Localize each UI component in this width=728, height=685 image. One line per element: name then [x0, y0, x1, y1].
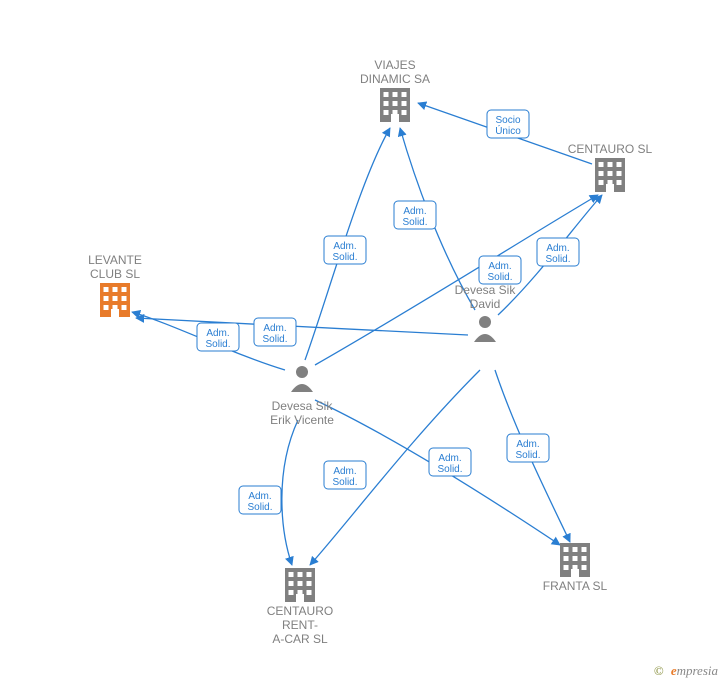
svg-text:Solid.: Solid.	[205, 339, 230, 350]
edge-label: Adm.Solid.	[324, 461, 366, 489]
svg-text:Único: Único	[495, 124, 521, 137]
edge	[315, 195, 598, 365]
node-label: Erik Vicente	[270, 413, 334, 427]
watermark: © empresia	[654, 663, 718, 679]
svg-text:Solid.: Solid.	[262, 334, 287, 345]
svg-text:Adm.: Adm.	[333, 241, 356, 252]
svg-text:Adm.: Adm.	[263, 323, 286, 334]
svg-text:Socio: Socio	[495, 115, 520, 126]
svg-text:Solid.: Solid.	[402, 217, 427, 228]
company-node-franta: FRANTA SL	[543, 543, 608, 593]
node-label: CENTAURO SL	[568, 142, 653, 156]
node-label: Devesa Sik	[455, 283, 517, 297]
svg-text:Solid.: Solid.	[332, 252, 357, 263]
person-node-erik: Devesa SikErik Vicente	[270, 366, 334, 427]
edge-label: Adm.Solid.	[324, 236, 366, 264]
company-node-levante: LEVANTECLUB SL	[88, 253, 142, 317]
svg-text:Solid.: Solid.	[545, 254, 570, 265]
svg-text:Adm.: Adm.	[516, 439, 539, 450]
company-node-centauro: CENTAURO SL	[568, 142, 653, 192]
edge	[282, 420, 298, 565]
node-label: VIAJES	[374, 58, 415, 72]
edge-label: Adm.Solid.	[479, 256, 521, 284]
node-label: LEVANTE	[88, 253, 142, 267]
node-label: RENT-	[282, 618, 318, 632]
svg-text:Adm.: Adm.	[438, 453, 461, 464]
svg-text:Adm.: Adm.	[333, 466, 356, 477]
edge-label: Adm.Solid.	[429, 448, 471, 476]
node-label: CLUB SL	[90, 267, 140, 281]
svg-text:Solid.: Solid.	[332, 477, 357, 488]
node-label: David	[470, 297, 501, 311]
node-label: CENTAURO	[267, 604, 333, 618]
svg-text:Adm.: Adm.	[403, 206, 426, 217]
node-label: DINAMIC SA	[360, 72, 430, 86]
svg-text:Solid.: Solid.	[437, 464, 462, 475]
edge-label: Adm.Solid.	[197, 323, 239, 351]
node-label: Devesa Sik	[272, 399, 334, 413]
edge-labels-layer: SocioÚnicoAdm.Solid.Adm.Solid.Adm.Solid.…	[197, 110, 579, 514]
node-label: A-CAR SL	[272, 632, 328, 646]
svg-text:Adm.: Adm.	[248, 491, 271, 502]
network-diagram: SocioÚnicoAdm.Solid.Adm.Solid.Adm.Solid.…	[0, 0, 728, 685]
svg-text:Solid.: Solid.	[247, 502, 272, 513]
svg-text:Adm.: Adm.	[206, 328, 229, 339]
edge-label: Adm.Solid.	[507, 434, 549, 462]
svg-text:Solid.: Solid.	[487, 272, 512, 283]
brand-rest: mpresia	[677, 663, 718, 678]
edge-label: Adm.Solid.	[537, 238, 579, 266]
edge-label: Adm.Solid.	[254, 318, 296, 346]
person-node-david: Devesa SikDavid	[455, 283, 517, 342]
edge-label: Adm.Solid.	[394, 201, 436, 229]
edge-label: Adm.Solid.	[239, 486, 281, 514]
svg-text:Adm.: Adm.	[488, 261, 511, 272]
copyright-symbol: ©	[654, 663, 664, 678]
company-node-viajes: VIAJESDINAMIC SA	[360, 58, 430, 122]
node-label: FRANTA SL	[543, 579, 608, 593]
svg-text:Adm.: Adm.	[546, 243, 569, 254]
company-node-centcar: CENTAURORENT-A-CAR SL	[267, 568, 333, 646]
svg-text:Solid.: Solid.	[515, 450, 540, 461]
nodes-layer: VIAJESDINAMIC SA CENTAURO SL LEVANTECLUB S…	[88, 58, 652, 646]
edge-label: SocioÚnico	[487, 110, 529, 138]
